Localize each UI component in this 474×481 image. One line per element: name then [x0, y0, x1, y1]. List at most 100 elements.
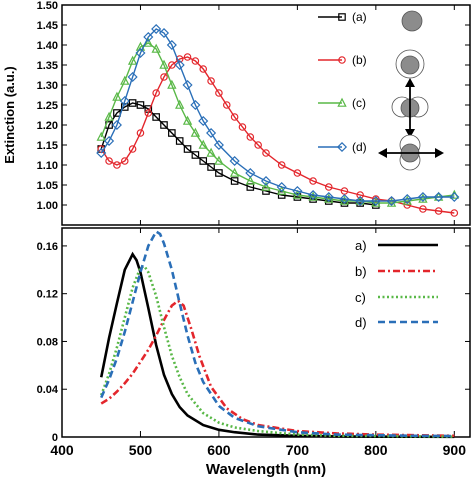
top-data-point	[206, 127, 217, 139]
top-data-point	[207, 77, 215, 85]
bottom-legend-label: b)	[355, 264, 367, 279]
top-data-point	[151, 23, 162, 35]
top-y-tick-label: 1.25	[37, 100, 58, 112]
top-data-point	[151, 43, 161, 53]
top-data-point	[183, 53, 192, 61]
top-data-point	[292, 189, 303, 199]
top-data-point	[120, 75, 130, 85]
top-data-point	[182, 115, 193, 125]
bottom-series-b	[100, 299, 455, 438]
top-data-point	[450, 209, 459, 217]
top-data-point	[230, 113, 239, 121]
top-data-point	[262, 149, 270, 157]
top-data-point	[403, 201, 412, 209]
top-data-point	[111, 119, 122, 131]
top-data-point	[167, 79, 177, 89]
top-data-point	[230, 177, 239, 185]
top-data-point	[127, 71, 138, 83]
top-data-point	[386, 195, 397, 207]
bottom-y-tick-label: 0.16	[37, 241, 58, 253]
bottom-series-a	[99, 251, 455, 439]
top-series-line	[100, 28, 455, 202]
top-data-point	[260, 175, 272, 187]
top-data-point	[434, 207, 443, 215]
top-data-point	[96, 131, 106, 141]
top-data-point	[174, 59, 185, 71]
top-data-point	[245, 175, 255, 185]
bottom-y-tick-label: 0.08	[37, 336, 58, 348]
top-data-point	[245, 167, 256, 179]
top-y-tick-label: 1.15	[37, 140, 58, 152]
bottom-x-tick-label: 700	[286, 442, 310, 458]
top-data-point	[238, 123, 247, 131]
top-series-d	[96, 23, 460, 207]
bottom-plot-frame	[61, 227, 471, 438]
top-data-point	[191, 57, 200, 65]
top-series-a	[97, 99, 380, 209]
top-series-line	[100, 56, 455, 214]
top-y-tick-label: 1.05	[37, 180, 58, 192]
top-data-point	[433, 191, 444, 203]
horizontal-dimer-icon	[378, 134, 444, 171]
bottom-legend-label: d)	[355, 315, 367, 330]
core-shell-icon	[395, 49, 425, 79]
top-data-point	[206, 147, 216, 157]
bottom-legend: a) b) c) d)	[355, 238, 438, 330]
top-legend-label: (a)	[352, 10, 367, 24]
top-data-point	[323, 191, 334, 203]
top-data-point	[276, 181, 287, 193]
top-data-point	[213, 139, 224, 151]
top-series-b	[97, 53, 459, 217]
top-data-point	[215, 89, 223, 97]
top-legend-marker	[336, 141, 348, 153]
top-data-point	[339, 193, 350, 205]
top-legend-label: (c)	[352, 96, 366, 110]
top-data-point	[143, 31, 154, 43]
top-legend-label: (b)	[352, 53, 367, 67]
top-data-point	[372, 195, 380, 203]
top-data-point	[152, 113, 160, 121]
top-data-point	[214, 155, 224, 165]
top-data-point	[166, 39, 177, 51]
top-y-tick-label: 1.00	[37, 200, 58, 212]
bottom-x-tick-label: 900	[443, 442, 467, 458]
top-data-point	[191, 151, 200, 159]
top-data-point	[183, 145, 192, 153]
top-data-point	[143, 37, 153, 47]
top-plot-frame	[61, 4, 471, 226]
top-data-point	[136, 101, 145, 109]
top-data-point	[175, 99, 185, 109]
top-data-point	[120, 157, 129, 165]
top-data-point	[246, 133, 255, 141]
top-data-point	[229, 155, 240, 167]
top-data-point	[292, 185, 303, 197]
top-data-point	[175, 137, 184, 145]
top-data-point	[144, 109, 153, 117]
top-data-point	[120, 103, 129, 111]
bottom-y-tick-label: 0.12	[37, 289, 58, 301]
top-data-point	[135, 41, 146, 51]
top-y-tick-label: 1.10	[37, 160, 58, 172]
top-y-axis-title: Extinction (a.u.)	[2, 66, 17, 164]
top-data-point	[190, 99, 201, 111]
vertical-dimer-icon	[391, 78, 429, 138]
top-data-point	[113, 161, 121, 169]
bottom-series-c	[100, 264, 455, 438]
top-data-point	[152, 89, 160, 97]
bottom-x-tick-label: 600	[207, 442, 231, 458]
top-data-point	[119, 95, 130, 107]
top-data-point	[417, 191, 428, 203]
top-y-tick-label: 1.45	[37, 20, 58, 32]
top-data-point	[160, 121, 168, 129]
bottom-legend-label: c)	[355, 290, 366, 305]
top-series-line	[100, 102, 376, 206]
top-data-point	[222, 101, 231, 109]
top-data-point	[254, 141, 262, 149]
top-data-point	[159, 59, 169, 69]
top-data-point	[198, 139, 208, 149]
top-data-point	[229, 167, 240, 177]
top-data-point	[207, 163, 215, 171]
top-data-point	[112, 91, 122, 101]
bottom-series-d	[100, 229, 455, 438]
bottom-x-tick-label: 500	[129, 442, 153, 458]
